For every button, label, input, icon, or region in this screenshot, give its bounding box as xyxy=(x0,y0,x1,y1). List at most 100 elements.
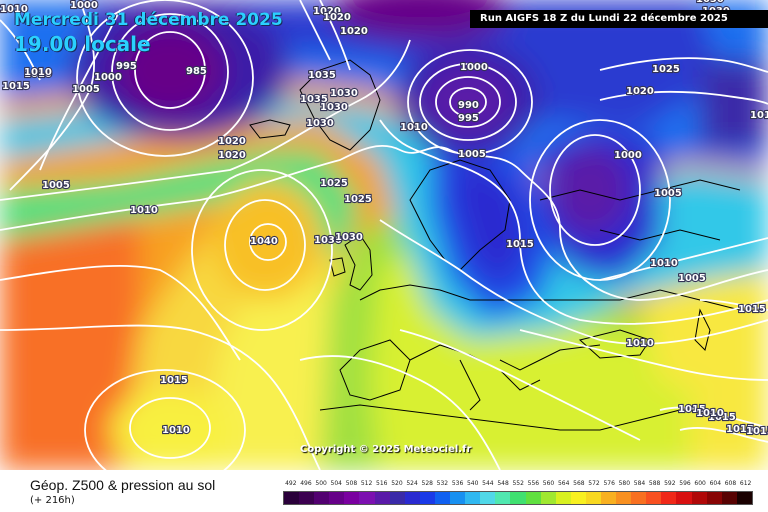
scale-swatch xyxy=(540,492,556,504)
scale-value: 508 xyxy=(345,480,358,487)
isobar-labels: 1000 995 985 1000 1005 1010 1015 1020 10… xyxy=(0,0,768,438)
scale-value: 552 xyxy=(512,480,524,487)
isobar-label: 1030 xyxy=(320,102,348,113)
scale-swatch xyxy=(495,492,511,504)
isobar-label: 1015 xyxy=(678,404,706,415)
isobar-label: 1005 xyxy=(72,84,100,95)
scale-value: 520 xyxy=(391,480,403,487)
isobar-label: 1010 xyxy=(24,69,52,80)
scale-value: 512 xyxy=(360,480,373,487)
scale-value: 584 xyxy=(633,480,646,487)
scale-swatch xyxy=(646,492,662,504)
isobar-label: 1025 xyxy=(320,178,348,189)
color-scale xyxy=(283,491,753,505)
scale-value: 580 xyxy=(618,480,631,487)
isobar-label: 1000 xyxy=(94,72,122,83)
scale-value: 608 xyxy=(724,480,737,487)
isobar-label: 995 xyxy=(116,61,137,72)
isobar-label: 1015 xyxy=(506,239,534,250)
scale-swatch xyxy=(374,492,390,504)
scale-swatch xyxy=(434,492,451,504)
isobar-label: 985 xyxy=(186,66,207,77)
scale-value: 540 xyxy=(466,480,479,487)
isobar-label: 1035 xyxy=(300,94,328,105)
scale-value: 604 xyxy=(709,480,722,487)
color-scale-labels: 492 496 500 504 508 512 516 520 524 528 532 536 540 5… xyxy=(283,480,753,489)
isobars xyxy=(0,0,768,470)
isobar-label: 1010 xyxy=(626,338,654,349)
isobar-label: 1015 xyxy=(750,110,768,121)
scale-value: 496 xyxy=(300,480,312,487)
isobar-label: 990 xyxy=(458,100,479,111)
isobar-label: 1020 xyxy=(218,136,246,147)
scale-value: 524 xyxy=(406,480,418,487)
scale-swatch xyxy=(299,492,315,504)
scale-value: 492 xyxy=(285,480,297,487)
isobar-label: 995 xyxy=(458,113,479,124)
isobar-label: 1010 xyxy=(130,205,158,216)
product-title: Géop. Z500 & pression au sol xyxy=(30,477,216,493)
isobar-label: 1030 xyxy=(696,0,724,5)
scale-value: 560 xyxy=(542,480,555,487)
scale-swatch xyxy=(600,492,617,504)
scale-swatch xyxy=(314,492,330,504)
scale-swatch xyxy=(736,492,752,504)
isobar-label: 1015 xyxy=(160,375,188,386)
scale-swatch xyxy=(661,492,677,504)
isobar-label: 1010 xyxy=(0,4,28,15)
scale-swatch xyxy=(389,492,405,504)
scale-swatch xyxy=(419,492,435,504)
scale-value: 612 xyxy=(739,480,752,487)
scale-swatch xyxy=(706,492,722,504)
isobar-label: 1015 xyxy=(746,426,768,437)
isobar-label: 1030 xyxy=(335,232,363,243)
scale-swatch xyxy=(465,492,481,504)
scale-value: 556 xyxy=(527,480,540,487)
scale-swatch xyxy=(676,492,692,504)
forecast-map: 1000 995 985 1000 1005 1010 1015 1020 10… xyxy=(0,0,768,470)
scale-swatch xyxy=(631,492,647,504)
coastlines xyxy=(249,59,741,431)
isobar-label: 1020 xyxy=(323,12,351,23)
isobar-label: 1005 xyxy=(678,273,706,284)
isobar-label: 1040 xyxy=(250,236,278,247)
isobar-label: 1015 xyxy=(726,424,754,435)
isobar-label: 1035 xyxy=(308,70,336,81)
scale-value: 548 xyxy=(497,480,509,487)
isobar-label: 1015 xyxy=(738,304,766,315)
scale-swatch xyxy=(344,492,360,504)
run-info-banner: Run AIGFS 18 Z du Lundi 22 décembre 2025 xyxy=(470,10,768,28)
scale-value: 600 xyxy=(694,480,706,487)
isobar-label: 1000 xyxy=(460,62,488,73)
isobar-label: 1025 xyxy=(652,64,680,75)
isobar-label: 1010 xyxy=(696,408,724,419)
isobar-label: 1020 xyxy=(626,86,654,97)
legend-footer: Géop. Z500 & pression au sol (+ 216h) 49… xyxy=(0,470,768,512)
isobar-label: 1020 xyxy=(313,6,341,17)
scale-value: 528 xyxy=(421,480,433,487)
valid-time: 19.00 locale xyxy=(14,32,151,56)
scale-swatch xyxy=(555,492,571,504)
scale-swatch xyxy=(616,492,632,504)
scale-swatch xyxy=(284,492,300,504)
run-info: Run AIGFS 18 Z du Lundi 22 décembre 2025 xyxy=(480,13,728,24)
scale-value: 596 xyxy=(679,480,691,487)
scale-swatch xyxy=(450,492,466,504)
isobar-label: 1010 xyxy=(162,425,190,436)
isobar-label: 1000 xyxy=(614,150,642,161)
scale-value: 592 xyxy=(664,480,676,487)
scale-swatch xyxy=(525,492,541,504)
scale-swatch xyxy=(480,492,496,504)
isobar-label: 1015 xyxy=(2,81,30,92)
isobar-label: 1020 xyxy=(218,150,246,161)
isobar-label: 1010 xyxy=(650,258,678,269)
scale-swatch xyxy=(510,492,526,504)
scale-value: 504 xyxy=(330,480,342,487)
isobar-label: 1015 xyxy=(708,412,736,423)
scale-swatch xyxy=(404,492,420,504)
scale-swatch xyxy=(691,492,707,504)
isobar-label: 1020 xyxy=(340,26,368,37)
isobar-label: 1025 xyxy=(344,194,372,205)
scale-value: 544 xyxy=(482,480,494,487)
